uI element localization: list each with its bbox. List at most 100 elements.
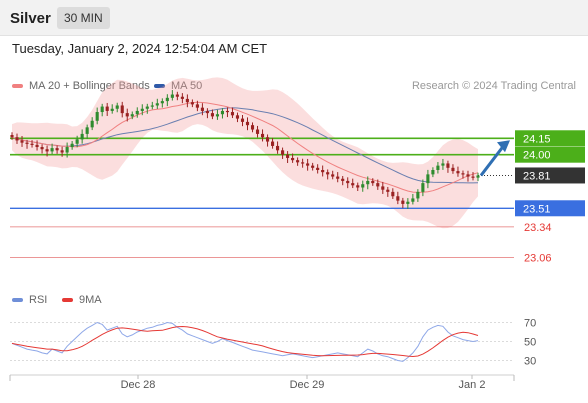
- support-label: 23.51: [523, 203, 551, 215]
- candle-body: [341, 178, 345, 181]
- candle-body: [255, 129, 260, 134]
- candle: [75, 135, 79, 148]
- candle-body: [85, 127, 89, 134]
- candle: [346, 177, 350, 189]
- legend-rsi-ma-swatch: [62, 298, 73, 302]
- candle: [70, 141, 74, 150]
- candle-body: [125, 113, 129, 117]
- candle-body: [155, 103, 159, 106]
- candle-body: [205, 110, 209, 114]
- candle-body: [20, 140, 24, 143]
- candle: [386, 186, 390, 197]
- candle-body: [145, 106, 149, 109]
- candle: [456, 166, 460, 177]
- candle: [326, 169, 330, 180]
- candle: [406, 198, 410, 209]
- candle: [120, 101, 124, 118]
- candle-body: [240, 118, 245, 122]
- candle-body: [466, 174, 470, 177]
- candle-body: [431, 170, 435, 175]
- timeframe-badge[interactable]: 30 MIN: [57, 7, 110, 29]
- candle: [316, 164, 320, 174]
- candle-body: [230, 112, 235, 116]
- candle-body: [260, 133, 265, 138]
- candle: [50, 143, 54, 155]
- candle-body: [426, 174, 430, 184]
- candle-body: [235, 115, 240, 119]
- candle: [371, 178, 375, 186]
- candle: [65, 142, 69, 158]
- rsi-tick-label: 30: [524, 356, 536, 368]
- candle-body: [10, 135, 14, 138]
- candle-body: [105, 106, 109, 111]
- candle-body: [30, 143, 34, 145]
- ma20-line: [11, 101, 479, 193]
- candle-body: [50, 148, 54, 152]
- price-levels: [10, 137, 514, 258]
- candle: [30, 140, 34, 148]
- candle: [215, 109, 219, 120]
- candle: [466, 170, 470, 182]
- candle-body: [80, 133, 84, 140]
- candle-body: [40, 147, 44, 150]
- candle-body: [366, 180, 370, 185]
- candle-body: [446, 163, 450, 168]
- level-labels: 24.15 24.00 23.81 23.51 23.34 23.06: [515, 130, 585, 265]
- candle: [260, 129, 265, 142]
- candle: [90, 117, 94, 131]
- resistance-label-box: [515, 146, 585, 163]
- time-tick-label: Dec 28: [121, 379, 156, 391]
- support-label-minor: 23.06: [524, 253, 552, 265]
- candle: [40, 144, 44, 154]
- candle-body: [421, 183, 425, 192]
- candle: [396, 191, 400, 205]
- legend-bb-label: MA 20 + Bollinger Bands: [29, 80, 150, 92]
- candle: [165, 94, 169, 107]
- candle: [170, 90, 174, 101]
- candle-body: [135, 110, 139, 115]
- candle: [471, 172, 475, 181]
- legend-rsi-swatch: [12, 298, 23, 302]
- candle-body: [456, 171, 460, 174]
- current-price-label: 23.81: [523, 170, 551, 182]
- candle-body: [391, 191, 395, 197]
- candle-body: [381, 186, 385, 190]
- candle-body: [120, 105, 124, 114]
- candle: [401, 197, 405, 209]
- candle: [105, 102, 109, 116]
- candle: [291, 153, 295, 163]
- candle: [205, 108, 209, 119]
- candle: [296, 157, 300, 166]
- candle: [100, 103, 104, 117]
- chart-datetime: Tuesday, January 2, 2024 12:54:04 AM CET: [12, 41, 268, 56]
- candle: [416, 189, 420, 202]
- candle: [95, 107, 99, 125]
- candle: [230, 107, 235, 119]
- candle: [321, 165, 325, 177]
- candle-body: [436, 165, 440, 170]
- candle-body: [70, 143, 74, 148]
- support-label-box: [515, 200, 585, 217]
- candle-body: [65, 147, 69, 153]
- candle: [436, 162, 440, 174]
- time-tick-label: Dec 29: [290, 379, 325, 391]
- candle: [125, 108, 129, 122]
- candle-body: [35, 144, 39, 148]
- candle: [110, 104, 114, 114]
- candle-body: [110, 108, 114, 111]
- candle-body: [346, 180, 350, 184]
- legend-ma50-label: MA 50: [171, 80, 203, 92]
- candle-body: [140, 108, 144, 111]
- candle-body: [15, 137, 19, 141]
- candle: [366, 176, 370, 190]
- candle-body: [90, 120, 94, 128]
- candle-body: [461, 173, 465, 175]
- candle-body: [225, 110, 230, 113]
- candle-body: [476, 175, 480, 178]
- candle-body: [185, 98, 189, 103]
- candle: [55, 145, 59, 154]
- candle-body: [371, 180, 375, 184]
- candle: [60, 146, 64, 157]
- candle: [336, 172, 340, 183]
